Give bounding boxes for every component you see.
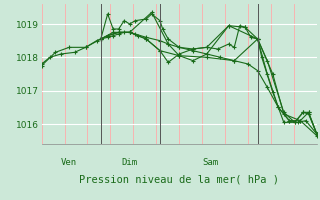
Text: Pression niveau de la mer( hPa ): Pression niveau de la mer( hPa ) [79,175,279,185]
Text: Sam: Sam [203,158,219,167]
Text: Dim: Dim [122,158,138,167]
Text: Ven: Ven [61,158,77,167]
